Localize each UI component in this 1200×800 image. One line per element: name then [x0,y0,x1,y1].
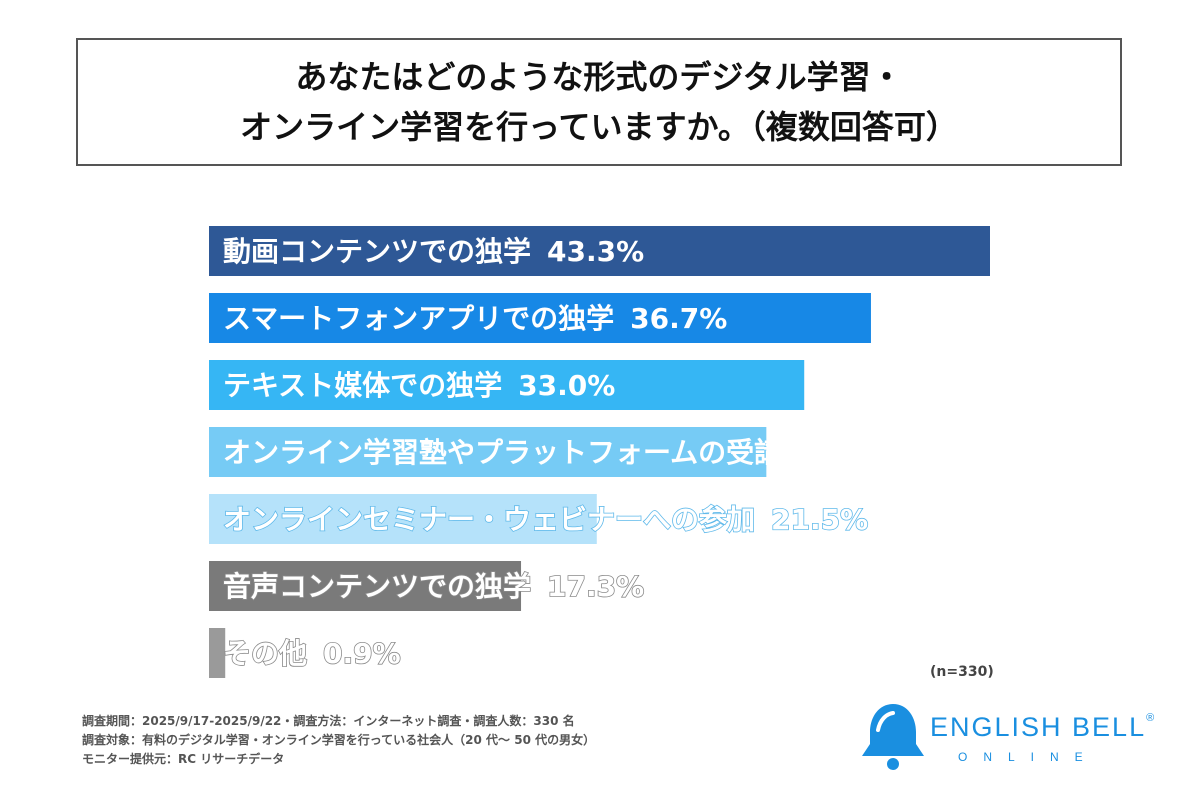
bell-icon [862,704,924,770]
english-bell-logo: ENGLISH BELL® ONLINE [858,700,1158,772]
logo-wordmark: ENGLISH BELL® [930,712,1157,742]
bar-label-7: その他 0.9% [223,637,401,670]
footnote-monitor-provider: モニター提供元：RC リサーチデータ [82,752,285,766]
bar-label-1: 動画コンテンツでの独学 43.3% [223,235,644,268]
footnote-survey-period: 調査期間：2025/9/17-2025/9/22・調査方法：インターネット調査・… [82,714,575,728]
bar-1 [209,226,990,276]
bar-label-6: 音声コンテンツでの独学 17.3% [223,570,644,603]
bar-label-3: テキスト媒体での独学 33.0% [223,369,615,402]
bar-6 [209,561,522,611]
chart-title-line-2: オンライン学習を行っていますか。（複数回答可） [240,108,958,146]
bar-3 [209,360,805,410]
logo-subtext: ONLINE [958,750,1099,764]
bar-label-5: オンラインセミナー・ウェビナーへの参加 21.5% [223,503,868,536]
bar-4 [209,427,767,477]
footnote-survey-target: 調査対象：有料のデジタル学習・オンライン学習を行っている社会人（20 代〜 50… [82,733,596,747]
chart-title-line-1: あなたはどのような形式のデジタル学習・ [295,58,903,96]
sample-size-label: (n=330) [930,664,994,680]
bar-2 [209,293,871,343]
bar-5 [209,494,597,544]
bar-label-2: スマートフォンアプリでの独学 36.7% [223,302,727,335]
chart-title-box: あなたはどのような形式のデジタル学習・ オンライン学習を行っていますか。（複数回… [76,38,1122,166]
bar-label-4: オンライン学習塾やプラットフォームの受講 30.9% [223,436,895,469]
bar-7 [209,628,226,678]
